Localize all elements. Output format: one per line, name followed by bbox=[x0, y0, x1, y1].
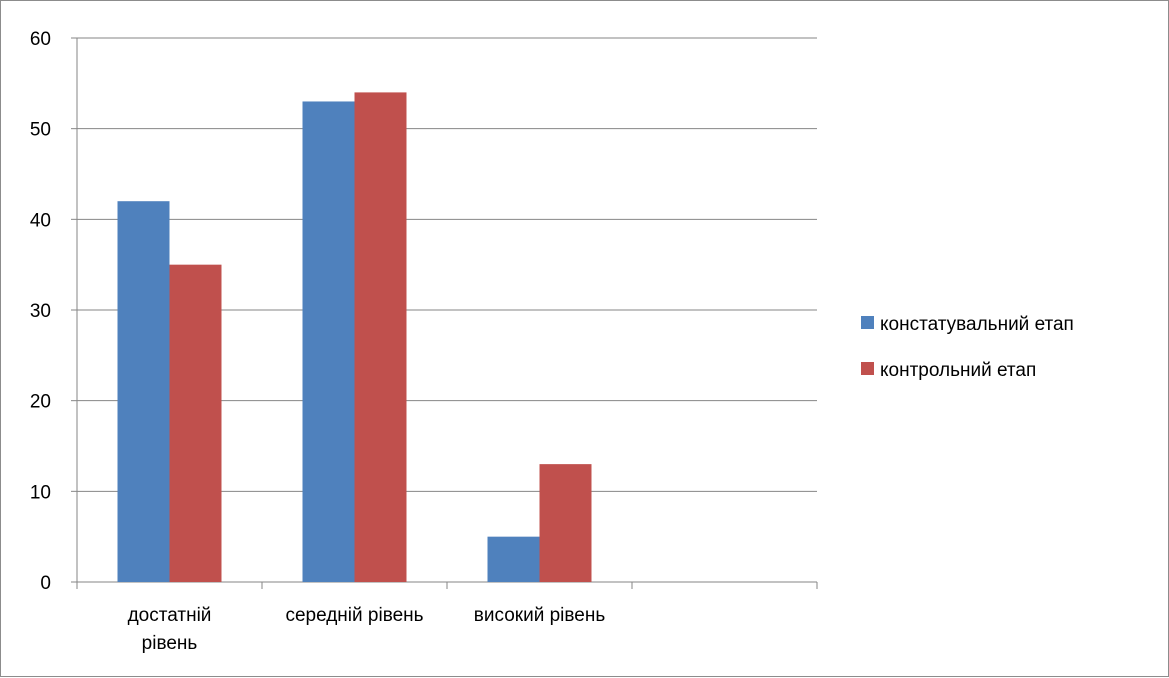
bars bbox=[117, 92, 592, 583]
y-tick-label: 50 bbox=[30, 120, 51, 141]
bar bbox=[354, 92, 407, 583]
y-tick-label: 10 bbox=[30, 482, 51, 503]
bar bbox=[117, 201, 170, 582]
x-category-label: високий рівень bbox=[474, 605, 606, 626]
legend-swatch bbox=[861, 316, 874, 329]
y-tick-label: 0 bbox=[40, 573, 51, 594]
y-tick-label: 30 bbox=[30, 301, 51, 322]
legend-swatch bbox=[861, 362, 874, 375]
x-category-label: рівень bbox=[142, 633, 198, 654]
legend-label: контрольний етап bbox=[880, 360, 1036, 381]
bar bbox=[302, 101, 355, 582]
bar bbox=[487, 536, 540, 582]
y-axis: 0 10 20 30 40 50 60 bbox=[30, 29, 78, 594]
x-category-label: середній рівень bbox=[285, 605, 423, 626]
y-tick-label: 60 bbox=[30, 29, 51, 50]
y-tick-label: 20 bbox=[30, 392, 51, 413]
legend: констатувальний етап контрольний етап bbox=[861, 314, 1074, 381]
y-tick-label: 40 bbox=[30, 210, 51, 231]
legend-label: констатувальний етап bbox=[880, 314, 1074, 335]
x-axis: достатній рівень середній рівень високий рі… bbox=[76, 581, 818, 654]
bar bbox=[539, 464, 592, 582]
bar bbox=[169, 264, 222, 582]
x-category-label: достатній bbox=[128, 605, 212, 626]
